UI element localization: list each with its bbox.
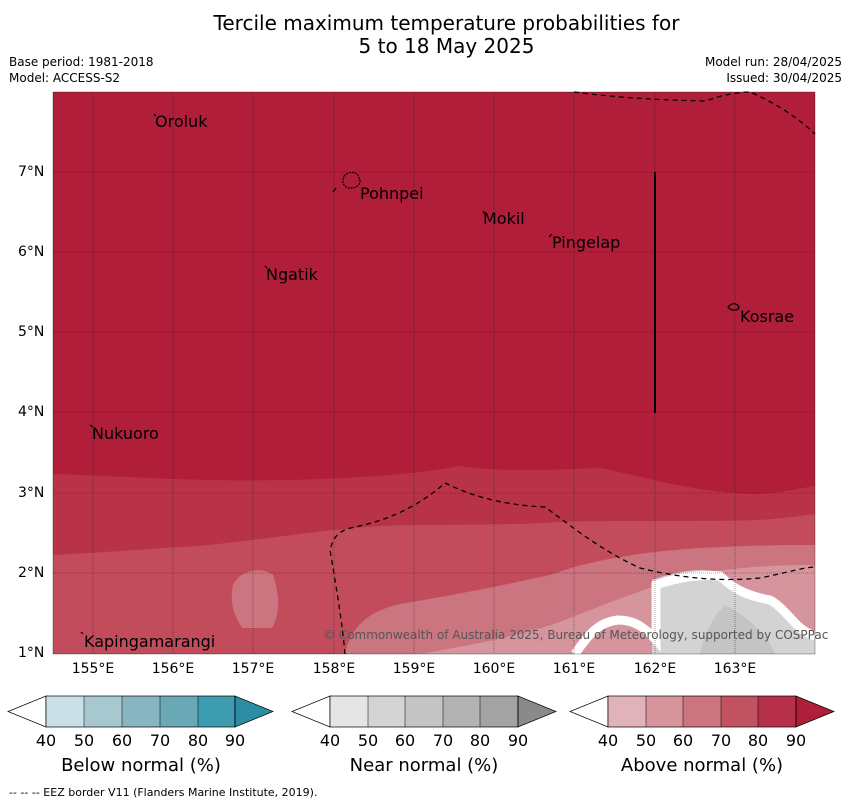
colorbar-above-normal (569, 695, 835, 728)
lat-label-3n: 3°N (18, 485, 45, 501)
issued-date: Issued: 30/04/2025 (726, 71, 842, 85)
model-run: Model run: 28/04/2025 (704, 55, 842, 69)
colorbar-above-bin-3 (683, 696, 721, 727)
colorbar-above-arrow-high (795, 695, 835, 728)
colorbar-title-below-normal: Below normal (%) (61, 755, 221, 776)
below-tick-80: 80 (187, 731, 209, 750)
colorbar-above-bin-2 (646, 696, 683, 727)
map-frame (52, 91, 816, 655)
lat-label-1n: 1°N (18, 645, 45, 661)
above-tick-90: 90 (785, 731, 807, 750)
colorbar-near-normal (291, 695, 557, 728)
lat-label-5n: 5°N (18, 324, 45, 340)
colorbar-below-bin-3 (122, 696, 160, 727)
above-tick-70: 70 (710, 731, 732, 750)
eez-border-footnote: -- -- -- EEZ border V11 (Flanders Marine… (9, 786, 318, 799)
colorbar-near-bin-3 (405, 696, 443, 727)
island-outlines (80, 113, 740, 635)
colorbar-below-bin-2 (84, 696, 122, 727)
colorbar-below-arrow-low (7, 695, 47, 728)
below-tick-50: 50 (73, 731, 95, 750)
place-label-pingelap: Pingelap (552, 233, 621, 252)
near-tick-50: 50 (357, 731, 379, 750)
field-above-60-west (231, 570, 279, 628)
place-label-oroluk: Oroluk (155, 112, 208, 131)
below-tick-40: 40 (35, 731, 57, 750)
colorbars (7, 695, 835, 728)
colorbar-near-bin-4 (443, 696, 480, 727)
colorbar-above-bin-4 (721, 696, 758, 727)
lon-label-160e: 160°E (472, 661, 516, 677)
colorbar-below-normal (7, 695, 274, 728)
lon-label-156e: 156°E (151, 661, 195, 677)
place-label-ngatik: Ngatik (266, 265, 318, 284)
colorbar-near-arrow-low (291, 695, 331, 728)
chart-title: Tercile maximum temperature probabilitie… (0, 12, 850, 58)
colorbar-above-bin-1 (608, 696, 646, 727)
pohnpei-island (342, 171, 361, 189)
lon-label-162e: 162°E (633, 661, 677, 677)
near-tick-90: 90 (507, 731, 529, 750)
lon-label-158e: 158°E (312, 661, 356, 677)
place-label-kosrae: Kosrae (740, 307, 795, 326)
grid (53, 92, 815, 654)
base-period: Base period: 1981-2018 (9, 55, 154, 69)
lon-label-163e: 163°E (713, 661, 757, 677)
below-tick-60: 60 (111, 731, 133, 750)
eez-border-south (329, 482, 816, 655)
near-tick-60: 60 (394, 731, 416, 750)
field-white-band (571, 571, 815, 654)
kosrae-island (727, 303, 740, 311)
probability-field (53, 92, 815, 654)
title-line-1: Tercile maximum temperature probabilitie… (213, 11, 680, 35)
model-name: Model: ACCESS-S2 (9, 71, 121, 85)
field-above-70-west (53, 570, 157, 654)
map-panel (52, 91, 816, 655)
above-tick-50: 50 (635, 731, 657, 750)
lon-label-159e: 159°E (392, 661, 436, 677)
colorbar-below-bin-5 (198, 696, 235, 727)
above-tick-60: 60 (672, 731, 694, 750)
place-label-kapingamarangi: Kapingamarangi (84, 632, 216, 651)
eez-borders (329, 91, 816, 655)
colorbar-above-bin-5 (758, 696, 796, 727)
colorbar-below-arrow-high (234, 695, 274, 728)
above-tick-80: 80 (747, 731, 769, 750)
meta-left: Base period: 1981-2018 Model: ACCESS-S2 (9, 54, 154, 86)
colorbar-near-arrow-high (517, 695, 557, 728)
field-near-60 (700, 605, 775, 654)
colorbar-near-bin-2 (368, 696, 405, 727)
place-label-mokil: Mokil (483, 209, 525, 228)
colorbar-near-bin-1 (330, 696, 368, 727)
lon-label-161e: 161°E (552, 661, 596, 677)
place-label-pohnpei: Pohnpei (360, 184, 424, 203)
near-tick-40: 40 (319, 731, 341, 750)
eez-border-north (573, 91, 816, 135)
lon-label-155e: 155°E (71, 661, 115, 677)
lat-label-6n: 6°N (18, 244, 45, 260)
below-tick-90: 90 (224, 731, 246, 750)
colorbar-title-near-normal: Near normal (%) (349, 755, 499, 776)
colorbar-above-arrow-low (569, 695, 609, 728)
colorbar-below-bin-1 (46, 696, 84, 727)
colorbar-below-bin-4 (160, 696, 198, 727)
lat-label-2n: 2°N (18, 565, 45, 581)
lon-label-157e: 157°E (231, 661, 275, 677)
below-tick-70: 70 (149, 731, 171, 750)
meta-right: Model run: 28/04/2025 Issued: 30/04/2025 (705, 54, 842, 86)
near-tick-70: 70 (432, 731, 454, 750)
lat-label-7n: 7°N (18, 164, 45, 180)
above-tick-40: 40 (597, 731, 619, 750)
place-label-nukuoro: Nukuoro (92, 424, 159, 443)
colorbar-near-bin-5 (480, 696, 518, 727)
near-tick-80: 80 (469, 731, 491, 750)
colorbar-title-above-normal: Above normal (%) (620, 755, 784, 776)
title-line-2: 5 to 18 May 2025 (358, 34, 535, 58)
lat-label-4n: 4°N (18, 404, 45, 420)
copyright-notice: © Commonwealth of Australia 2025, Bureau… (323, 628, 829, 642)
